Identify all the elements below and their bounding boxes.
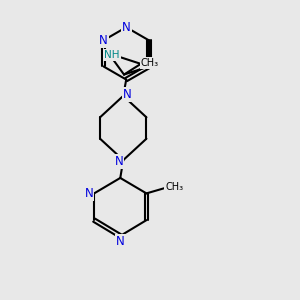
Text: CH₃: CH₃ — [165, 182, 183, 192]
Text: N: N — [99, 34, 108, 47]
Text: N: N — [84, 187, 93, 200]
Text: N: N — [123, 88, 132, 101]
Text: N: N — [116, 235, 125, 248]
Text: N: N — [122, 21, 130, 34]
Text: NH: NH — [104, 50, 120, 60]
Text: N: N — [114, 155, 123, 168]
Text: CH₃: CH₃ — [141, 58, 159, 68]
